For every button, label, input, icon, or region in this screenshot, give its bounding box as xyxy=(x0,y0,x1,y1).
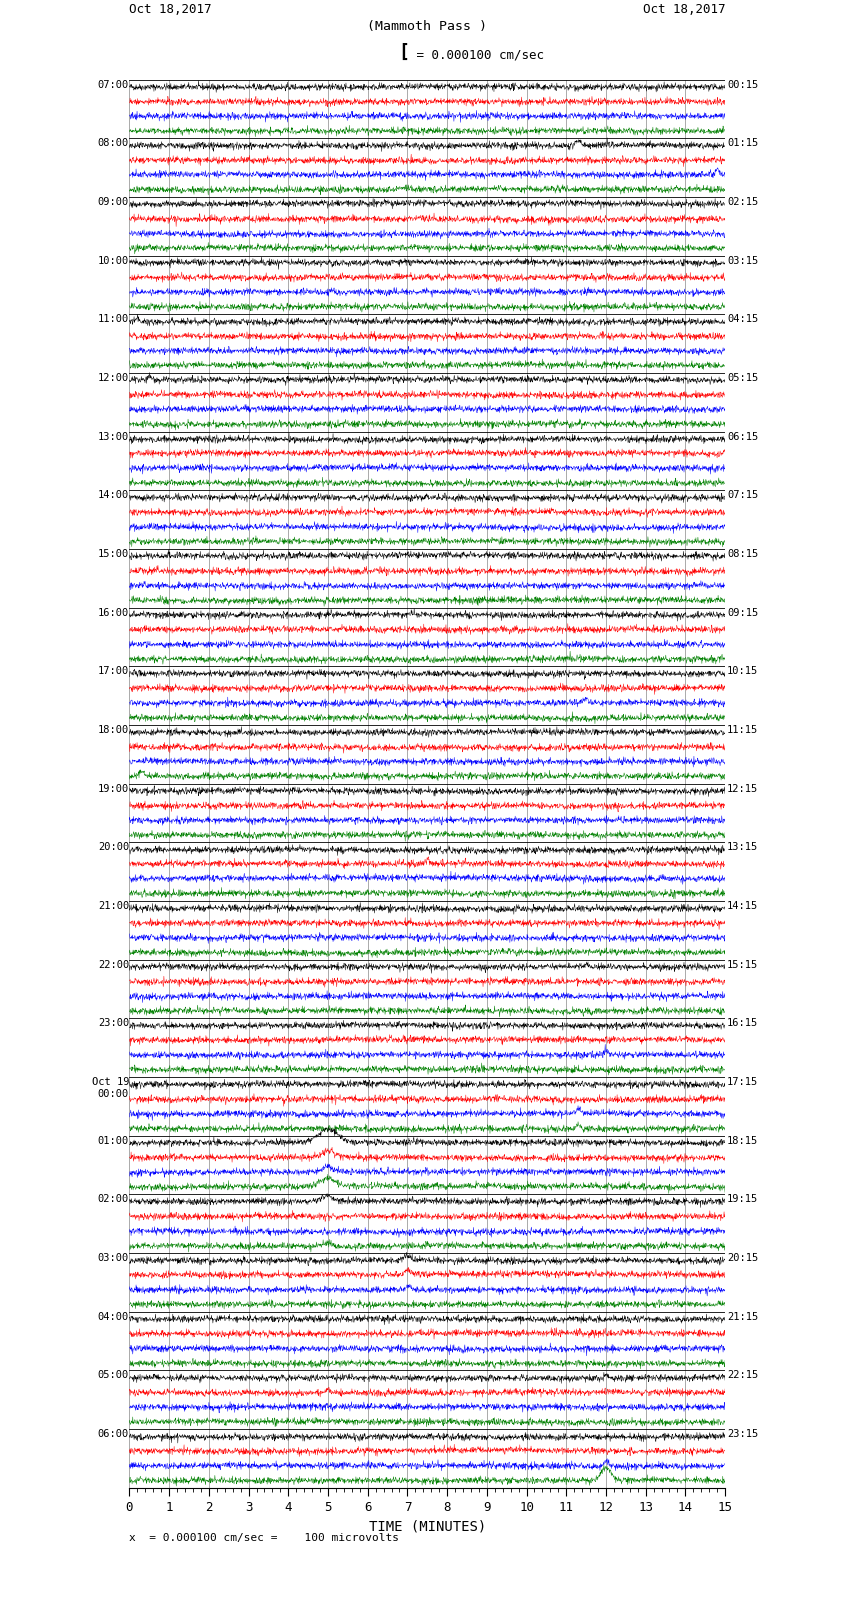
Text: 21:00: 21:00 xyxy=(98,902,129,911)
Text: (Mammoth Pass ): (Mammoth Pass ) xyxy=(367,19,487,32)
Text: MMP EHZ NC: MMP EHZ NC xyxy=(382,0,473,2)
Text: 11:00: 11:00 xyxy=(98,315,129,324)
Text: 03:00: 03:00 xyxy=(98,1253,129,1263)
Text: 09:15: 09:15 xyxy=(727,608,758,618)
Text: 18:15: 18:15 xyxy=(727,1136,758,1145)
Text: 13:00: 13:00 xyxy=(98,432,129,442)
Text: 02:15: 02:15 xyxy=(727,197,758,206)
Text: Oct 18,2017: Oct 18,2017 xyxy=(643,3,725,16)
Text: 04:15: 04:15 xyxy=(727,315,758,324)
Text: 01:00: 01:00 xyxy=(98,1136,129,1145)
Text: 00:15: 00:15 xyxy=(727,79,758,89)
Text: 20:15: 20:15 xyxy=(727,1253,758,1263)
Text: 19:00: 19:00 xyxy=(98,784,129,794)
Text: 11:15: 11:15 xyxy=(727,724,758,736)
Text: 14:00: 14:00 xyxy=(98,490,129,500)
Text: 05:00: 05:00 xyxy=(98,1371,129,1381)
Text: 07:15: 07:15 xyxy=(727,490,758,500)
Text: 06:15: 06:15 xyxy=(727,432,758,442)
Text: 13:15: 13:15 xyxy=(727,842,758,852)
Text: 05:15: 05:15 xyxy=(727,373,758,382)
Text: 16:00: 16:00 xyxy=(98,608,129,618)
Text: x  = 0.000100 cm/sec =    100 microvolts: x = 0.000100 cm/sec = 100 microvolts xyxy=(129,1532,399,1542)
Text: 12:15: 12:15 xyxy=(727,784,758,794)
Text: 08:15: 08:15 xyxy=(727,548,758,560)
Text: 22:15: 22:15 xyxy=(727,1371,758,1381)
Text: 15:00: 15:00 xyxy=(98,548,129,560)
Text: 07:00: 07:00 xyxy=(98,79,129,89)
Text: 06:00: 06:00 xyxy=(98,1429,129,1439)
Text: 23:15: 23:15 xyxy=(727,1429,758,1439)
Text: 22:00: 22:00 xyxy=(98,960,129,969)
Text: 20:00: 20:00 xyxy=(98,842,129,852)
Text: [: [ xyxy=(399,44,410,61)
Text: 12:00: 12:00 xyxy=(98,373,129,382)
Text: 21:15: 21:15 xyxy=(727,1311,758,1321)
Text: 23:00: 23:00 xyxy=(98,1018,129,1029)
Text: 18:00: 18:00 xyxy=(98,724,129,736)
X-axis label: TIME (MINUTES): TIME (MINUTES) xyxy=(369,1519,486,1534)
Text: 08:00: 08:00 xyxy=(98,139,129,148)
Text: 02:00: 02:00 xyxy=(98,1194,129,1205)
Text: 09:00: 09:00 xyxy=(98,197,129,206)
Text: 03:15: 03:15 xyxy=(727,255,758,266)
Text: 10:00: 10:00 xyxy=(98,255,129,266)
Text: 04:00: 04:00 xyxy=(98,1311,129,1321)
Text: 19:15: 19:15 xyxy=(727,1194,758,1205)
Text: 14:15: 14:15 xyxy=(727,902,758,911)
Text: 10:15: 10:15 xyxy=(727,666,758,676)
Text: 17:15: 17:15 xyxy=(727,1077,758,1087)
Text: 17:00: 17:00 xyxy=(98,666,129,676)
Text: 16:15: 16:15 xyxy=(727,1018,758,1029)
Text: Oct 18,2017: Oct 18,2017 xyxy=(129,3,212,16)
Text: = 0.000100 cm/sec: = 0.000100 cm/sec xyxy=(410,48,544,61)
Text: 15:15: 15:15 xyxy=(727,960,758,969)
Text: 01:15: 01:15 xyxy=(727,139,758,148)
Text: Oct 19
00:00: Oct 19 00:00 xyxy=(92,1077,129,1098)
